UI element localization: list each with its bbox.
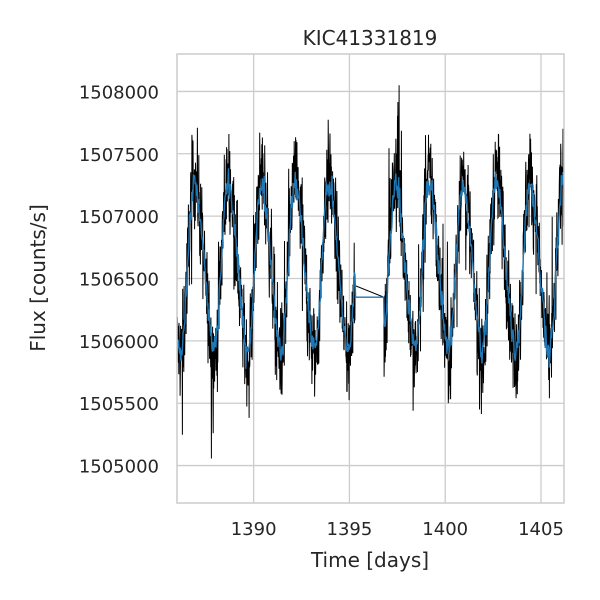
y-axis-ticks: 1505000 1505500 1506000 1506500 1507000 15075… bbox=[79, 82, 159, 477]
y-tick-label: 1508000 bbox=[79, 82, 159, 103]
y-tick-label: 1507500 bbox=[79, 145, 159, 166]
y-tick-label: 1506000 bbox=[79, 332, 159, 353]
plot-frame bbox=[176, 53, 565, 504]
y-tick-label: 1506500 bbox=[79, 270, 159, 291]
x-tick-label: 1395 bbox=[327, 519, 373, 540]
x-axis-ticks: 1390 1395 1400 1405 bbox=[231, 519, 564, 540]
x-tick-label: 1405 bbox=[518, 519, 564, 540]
x-tick-label: 1400 bbox=[422, 519, 468, 540]
plot-area bbox=[177, 85, 564, 459]
smoothed-flux-series bbox=[177, 168, 564, 369]
x-axis-title: Time [days] bbox=[310, 548, 429, 572]
y-tick-label: 1505500 bbox=[79, 394, 159, 415]
x-tick-label: 1390 bbox=[231, 519, 277, 540]
y-axis-title: Flux [counts/s] bbox=[26, 204, 50, 352]
y-tick-label: 1505000 bbox=[79, 457, 159, 478]
chart-title: KIC41331819 bbox=[303, 26, 438, 50]
y-tick-label: 1507000 bbox=[79, 207, 159, 228]
